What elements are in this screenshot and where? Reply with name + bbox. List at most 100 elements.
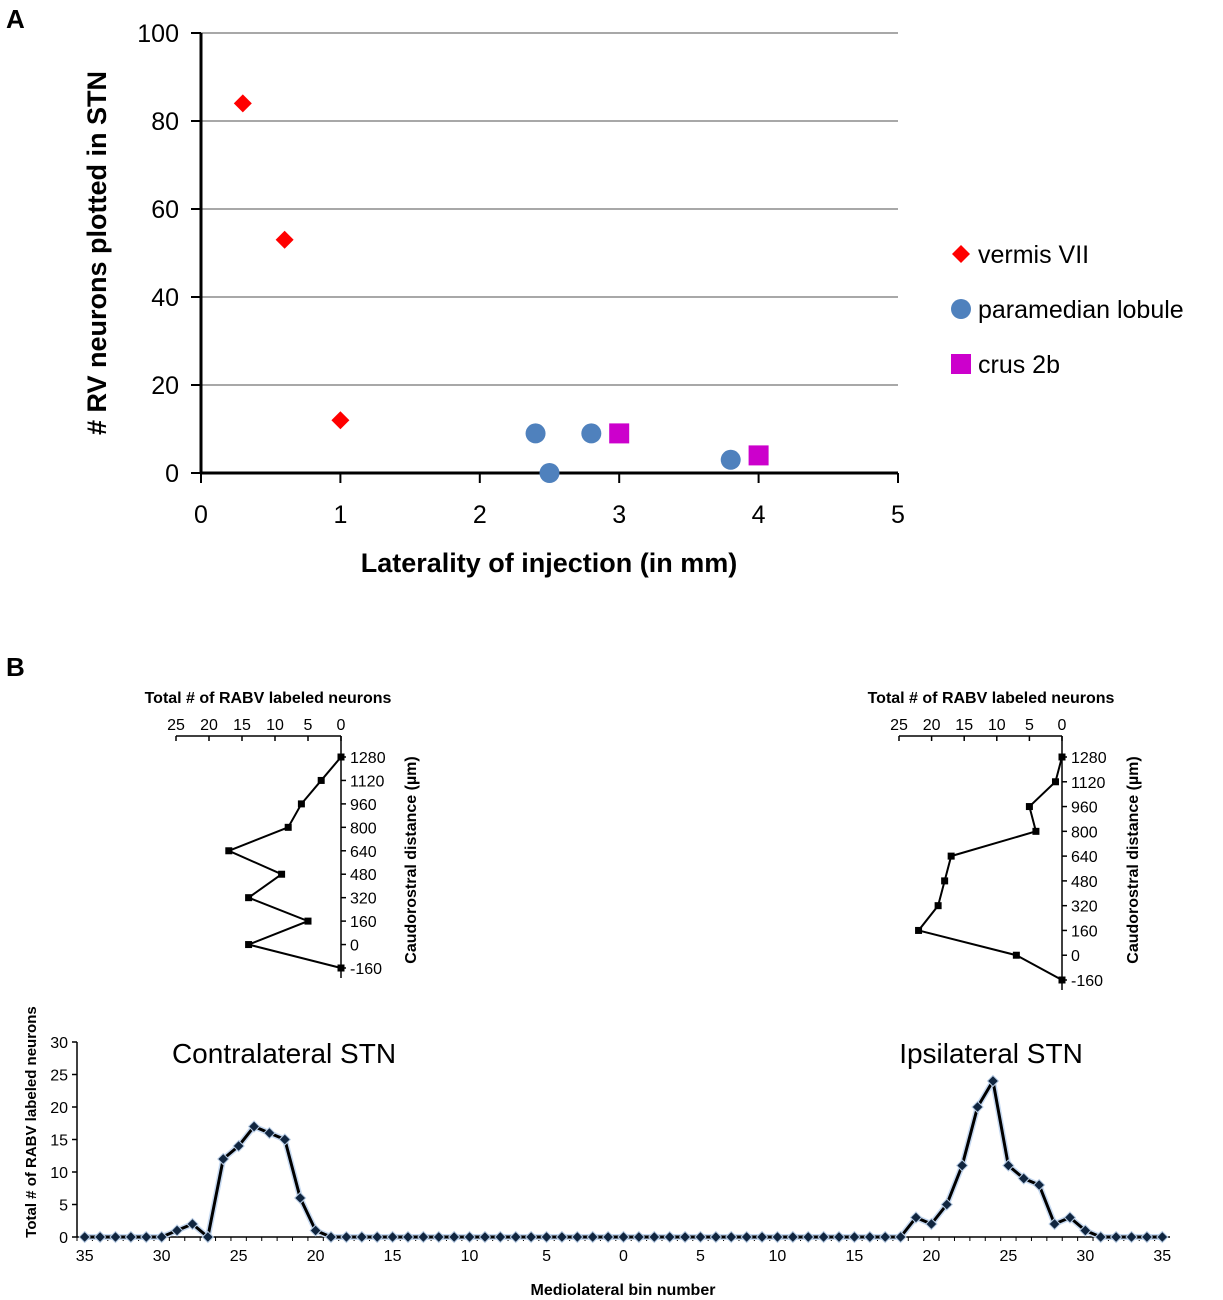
profile-y-tick-label: 480: [350, 867, 377, 884]
bottom-point: [648, 1230, 661, 1244]
bottom-x-tick-label: 15: [384, 1248, 402, 1265]
legend-marker-crus-2b: [951, 354, 971, 374]
profile-y-tick-label: 480: [1071, 874, 1098, 891]
bottom-point: [1048, 1217, 1061, 1231]
bottom-y-tick-label: 5: [59, 1198, 68, 1215]
profile-point: [915, 926, 923, 934]
bottom-point: [663, 1230, 676, 1244]
profile-point: [337, 964, 345, 972]
point-vermis-vii: [233, 94, 252, 113]
legend-marker-vermis-vii: [952, 245, 970, 263]
bottom-point: [678, 1230, 692, 1244]
bottom-point: [309, 1224, 322, 1237]
point-paramedian-lobule: [525, 423, 546, 444]
bottom-point: [832, 1230, 846, 1244]
profile-point: [297, 800, 305, 808]
legend-label-crus-2b: crus 2b: [978, 351, 1060, 379]
bottom-point: [509, 1230, 522, 1244]
panel-a-x-tick-label: 4: [752, 501, 766, 529]
bottom-point: [740, 1230, 753, 1244]
profile-line: [226, 756, 342, 969]
bottom-point: [201, 1230, 215, 1244]
bottom-x-tick-label: 30: [153, 1248, 171, 1265]
bottom-point: [355, 1230, 369, 1244]
contralateral-label: Contralateral STN: [172, 1038, 396, 1069]
bottom-point: [1063, 1211, 1077, 1224]
left-profile-title: Total # of RABV labeled neurons: [145, 690, 392, 707]
bottom-point: [1017, 1172, 1030, 1185]
panel-a-x-axis-label: Laterality of injection (in mm): [361, 548, 738, 578]
left-profile-y-label: Caudorostral distance (µm): [403, 756, 420, 963]
bottom-x-tick-label: 25: [999, 1248, 1017, 1265]
bottom-point: [1125, 1230, 1138, 1244]
bottom-x-tick-label: 10: [461, 1248, 479, 1265]
panel-a-scatter-chart: 0 20 40 60 80 100 0 1 2 3 4 5 vermis VII paramedian l…: [137, 20, 1183, 529]
ipsilateral-label: Ipsilateral STN: [899, 1038, 1083, 1069]
profile-x-tick-label: 0: [337, 717, 346, 734]
bottom-x-tick-label: 35: [1153, 1248, 1171, 1265]
bottom-point: [771, 1230, 784, 1244]
point-vermis-vii: [331, 411, 350, 430]
bottom-point: [340, 1230, 353, 1244]
profile-point: [1051, 778, 1059, 786]
bottom-point: [601, 1230, 615, 1244]
profile-point: [1012, 951, 1020, 959]
bottom-point: [955, 1159, 969, 1172]
bottom-line-shadow: [84, 1078, 1163, 1240]
bottom-line: [84, 1079, 1163, 1239]
bottom-x-tick-label: 20: [307, 1248, 325, 1265]
bottom-point: [417, 1230, 430, 1244]
profile-point: [245, 894, 253, 902]
bottom-point: [817, 1230, 830, 1244]
bottom-point: [232, 1139, 245, 1153]
bottom-y-tick-label: 10: [50, 1165, 68, 1182]
profile-x-tick-label: 25: [167, 717, 185, 734]
panel-b-left-profile: 25 20 15 10 5 0128011209608006404803201600-16…: [167, 717, 386, 978]
bottom-point: [694, 1230, 707, 1244]
bottom-point: [971, 1100, 984, 1114]
bottom-y-axis-label: Total # of RABV labeled neurons: [23, 1006, 40, 1237]
point-vermis-vii: [275, 230, 294, 249]
bottom-point: [170, 1224, 184, 1237]
bottom-point: [1109, 1230, 1123, 1244]
bottom-y-tick-label: 30: [50, 1035, 68, 1052]
bottom-y-tick-label: 0: [59, 1230, 68, 1247]
profile-y-tick-label: 320: [350, 891, 377, 908]
legend-label-paramedian-lobule: paramedian lobule: [978, 296, 1184, 324]
bottom-point: [1140, 1230, 1154, 1244]
bottom-point: [571, 1230, 584, 1244]
profile-y-tick-label: 320: [1071, 899, 1098, 916]
panel-a-y-tick-label: 100: [137, 20, 179, 48]
bottom-point: [909, 1211, 923, 1224]
point-crus-2b: [609, 423, 630, 444]
bottom-point: [93, 1230, 107, 1244]
profile-point: [934, 902, 942, 910]
profile-x-tick-label: 20: [923, 717, 941, 734]
panel-a-x-tick-label: 1: [333, 501, 347, 529]
profile-point: [284, 823, 292, 831]
bottom-point: [1079, 1224, 1092, 1237]
bottom-y-tick-label: 20: [50, 1100, 68, 1117]
profile-point: [1058, 753, 1066, 761]
panel-a-x-tick-label: 5: [891, 501, 905, 529]
profile-point: [278, 870, 286, 878]
panel-b-label: B: [6, 652, 25, 682]
profile-point: [317, 776, 325, 784]
panel-a-y-tick-label: 40: [151, 284, 179, 312]
profile-y-tick-label: 160: [1071, 923, 1098, 940]
panel-a-y-axis-label: # RV neurons plotted in STN: [82, 71, 112, 435]
bottom-point: [401, 1230, 415, 1244]
profile-point: [245, 941, 253, 949]
bottom-point: [709, 1230, 723, 1244]
profile-y-tick-label: 800: [1071, 824, 1098, 841]
bottom-point: [263, 1126, 276, 1140]
bottom-x-tick-label: 0: [619, 1248, 628, 1265]
profile-y-tick-label: 1280: [1071, 750, 1107, 767]
bottom-x-tick-label: 15: [846, 1248, 864, 1265]
panel-a-x-tick-label: 0: [194, 501, 208, 529]
profile-point: [337, 753, 345, 761]
profile-point: [947, 852, 955, 860]
bottom-x-tick-label: 5: [696, 1248, 705, 1265]
bottom-point: [1094, 1230, 1107, 1244]
profile-y-tick-label: 640: [350, 844, 377, 861]
